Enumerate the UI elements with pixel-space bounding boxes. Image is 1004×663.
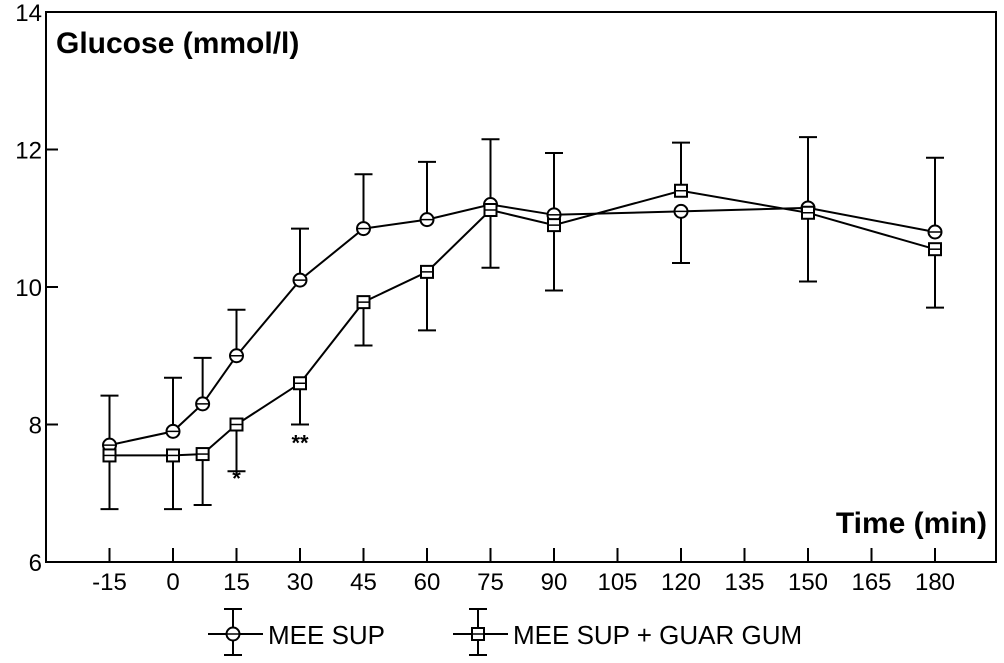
x-tick-label: 135 <box>724 569 764 596</box>
x-tick-label: 45 <box>350 569 377 596</box>
x-tick-label: 60 <box>414 569 441 596</box>
y-tick-label: 14 <box>15 0 42 27</box>
x-axis-ticks: -15 0 15 30 45 60 75 90 105 120 135 150 165 180 <box>92 548 955 596</box>
x-tick-label: 165 <box>851 569 891 596</box>
series-line <box>109 203 936 447</box>
significance-marker: ** <box>291 430 309 455</box>
x-tick-label: 30 <box>287 569 314 596</box>
y-tick-label: 10 <box>15 275 42 302</box>
series-2 <box>100 141 944 511</box>
plot-frame <box>45 11 997 563</box>
x-tick-label: 105 <box>597 569 637 596</box>
y-tick-label: 12 <box>15 138 42 165</box>
x-tick-label: 75 <box>477 569 504 596</box>
series-line <box>109 189 936 457</box>
x-tick-label: 15 <box>223 569 250 596</box>
x-tick-label: 120 <box>661 569 701 596</box>
x-tick-label: 180 <box>915 569 955 596</box>
x-tick-label: 0 <box>166 569 179 596</box>
y-axis-ticks: 6 8 10 12 14 <box>15 0 58 577</box>
legend-item: MEE SUP <box>208 608 385 656</box>
series-1 <box>100 136 944 453</box>
legend: MEE SUP MEE SUP + GUAR GUM <box>208 608 802 656</box>
legend-label: MEE SUP <box>268 620 385 650</box>
x-axis-title: Time (min) <box>836 507 987 540</box>
y-axis-title: Glucose (mmol/l) <box>56 27 299 60</box>
legend-label: MEE SUP + GUAR GUM <box>513 620 802 650</box>
y-tick-label: 8 <box>29 413 42 440</box>
significance-marker: * <box>232 466 241 491</box>
series-layer <box>100 136 944 511</box>
significance-annotations: *** <box>232 430 309 491</box>
x-tick-label: 150 <box>788 569 828 596</box>
x-tick-label: -15 <box>92 569 127 596</box>
legend-item: MEE SUP + GUAR GUM <box>453 608 802 656</box>
y-tick-label: 6 <box>29 550 42 577</box>
x-tick-label: 90 <box>541 569 568 596</box>
